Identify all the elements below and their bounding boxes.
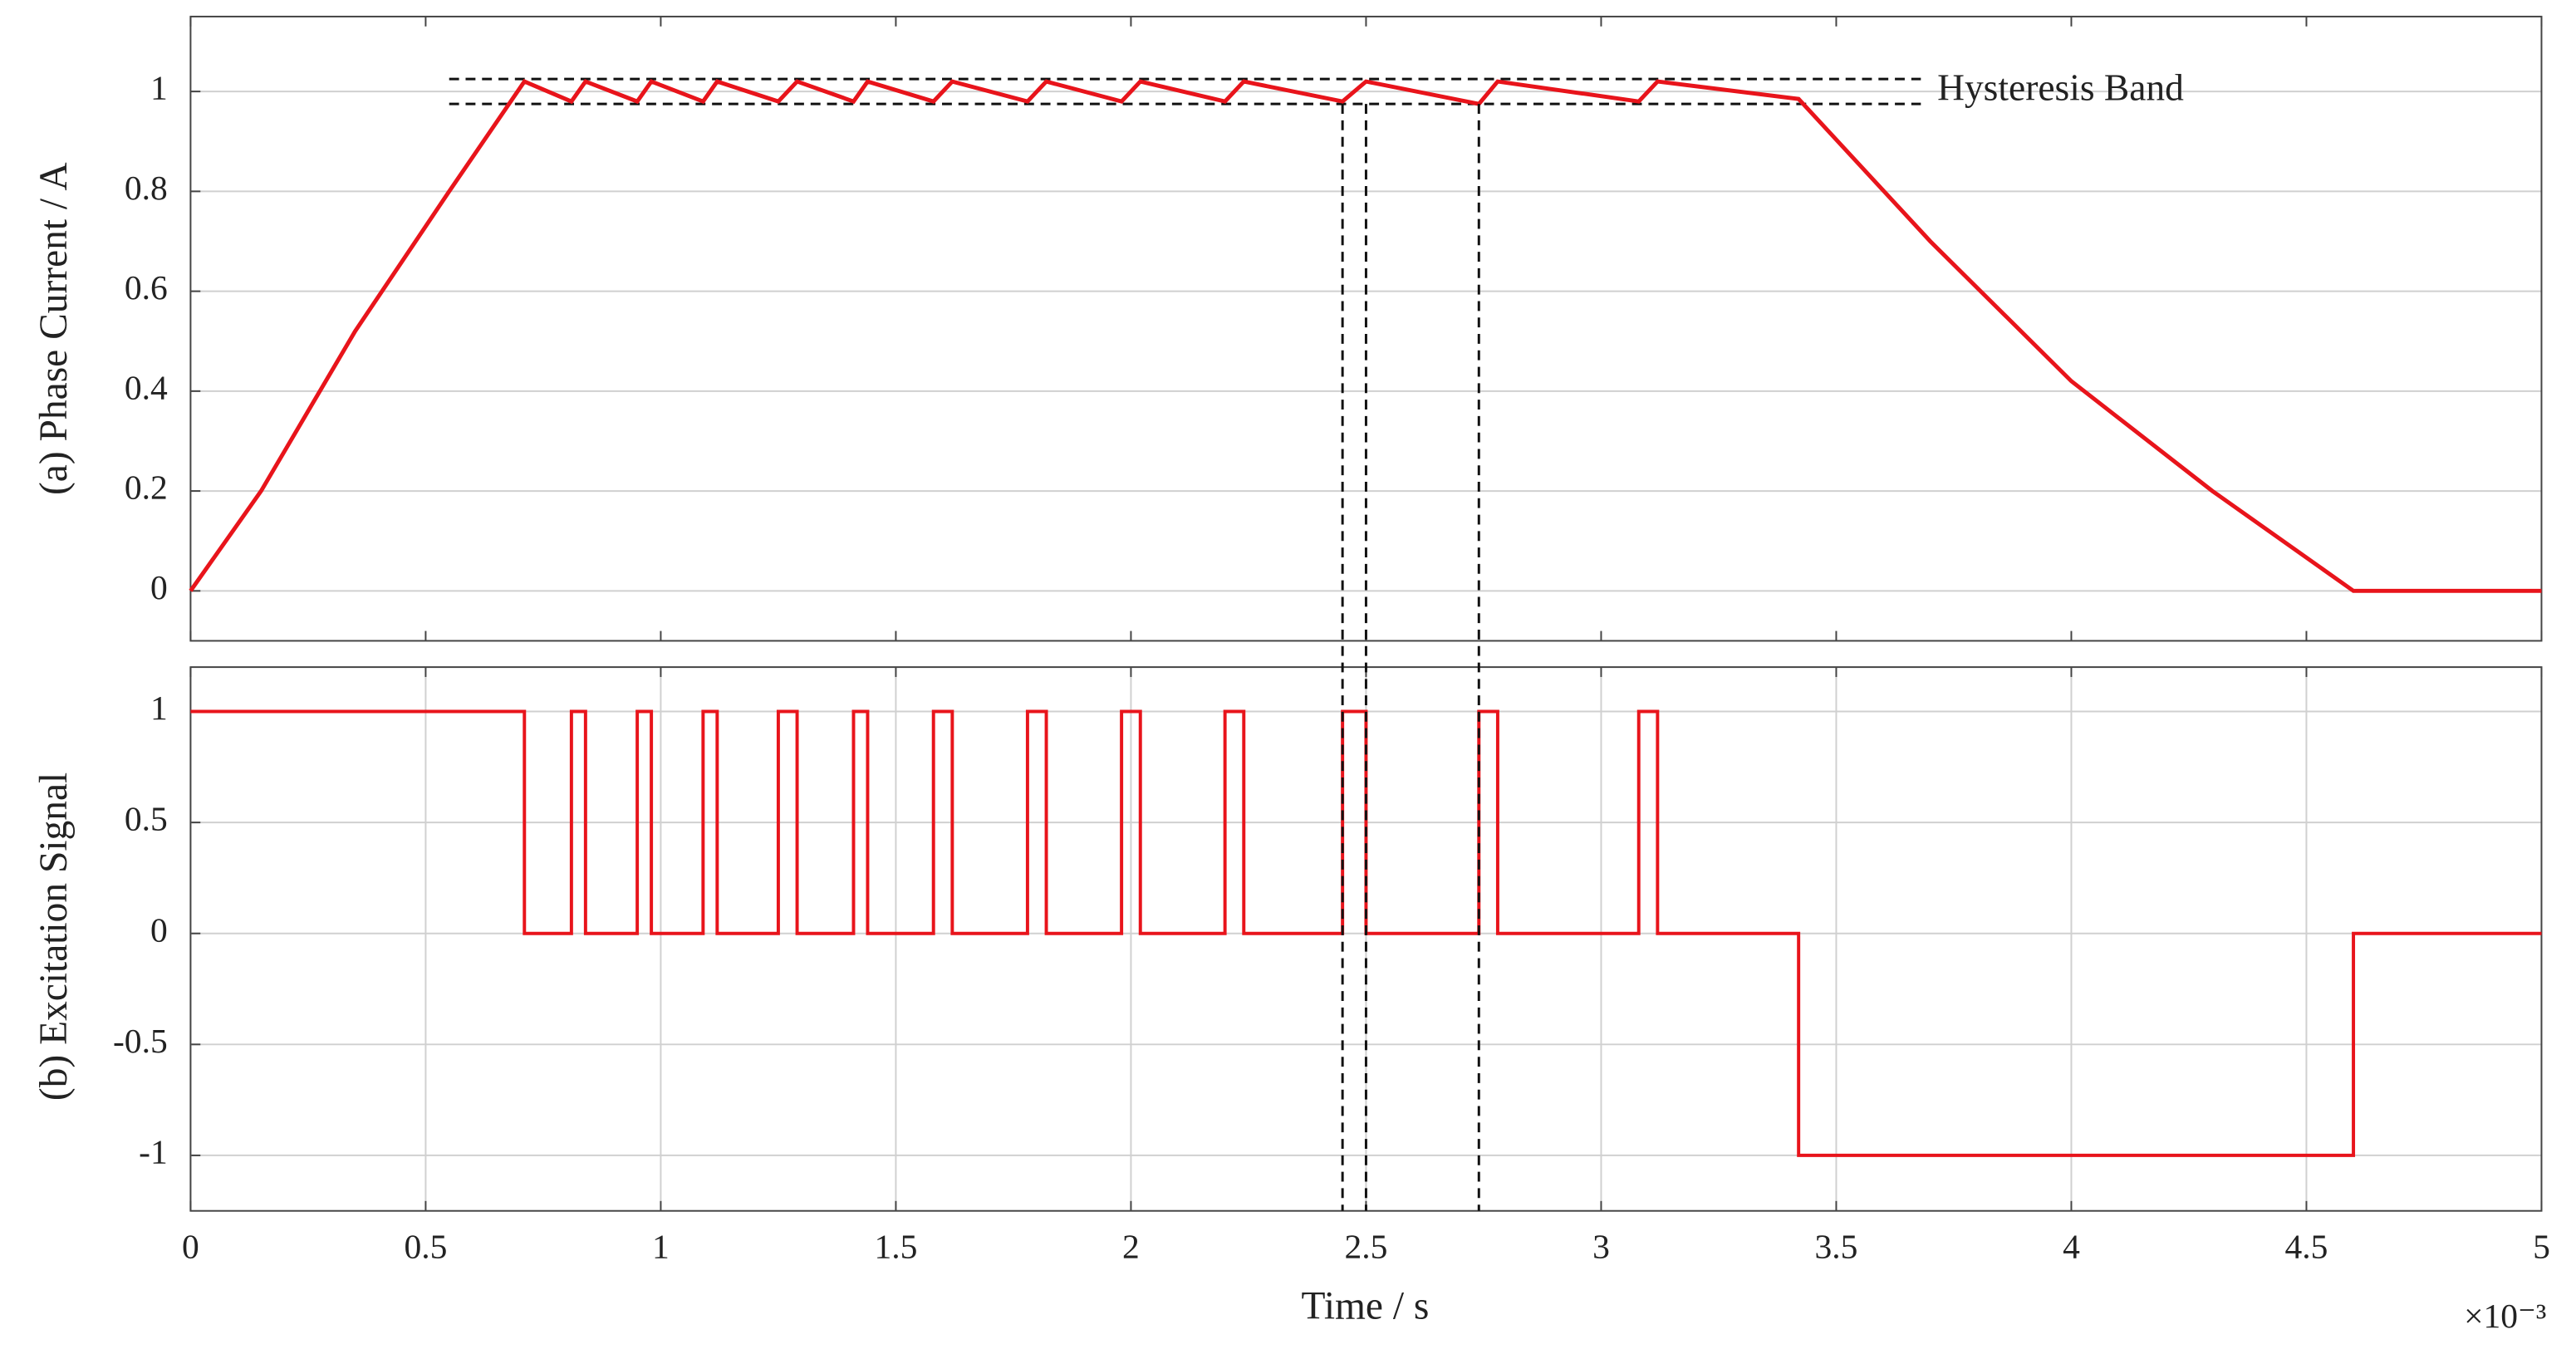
y-tick-label: 0	[150, 568, 168, 606]
y-tick-label: 0.6	[125, 268, 168, 307]
x-multiplier: ×10⁻³	[2464, 1297, 2546, 1335]
y-tick-label: 0.8	[125, 169, 168, 207]
series-line	[190, 709, 2542, 1157]
y-tick-label: 1	[150, 69, 168, 107]
x-tick-label: 4.5	[2285, 1228, 2328, 1266]
x-tick-label: 3	[1592, 1228, 1610, 1266]
x-tick-label: 4	[2063, 1228, 2080, 1266]
x-tick-label: 5	[2533, 1228, 2550, 1266]
y-axis-title: (b) Excitation Signal	[32, 773, 76, 1101]
x-tick-label: 0	[182, 1228, 199, 1266]
x-tick-label: 0.5	[404, 1228, 447, 1266]
y-tick-label: 1	[150, 689, 168, 727]
y-tick-label: -1	[139, 1132, 168, 1170]
x-tick-label: 1.5	[874, 1228, 917, 1266]
y-axis-title: (a) Phase Current / A	[32, 162, 76, 495]
x-tick-label: 2.5	[1344, 1228, 1387, 1266]
series-line	[189, 79, 2542, 593]
y-tick-label: -0.5	[113, 1022, 168, 1060]
y-tick-label: 0.4	[125, 368, 168, 406]
axes-frame	[189, 15, 2543, 642]
x-axis-title: Time / s	[1302, 1284, 1430, 1327]
annotation: Hysteresis Band	[1937, 66, 2184, 109]
x-tick-label: 3.5	[1814, 1228, 1857, 1266]
y-tick-label: 0.5	[125, 800, 168, 838]
x-tick-label: 1	[652, 1228, 670, 1266]
y-tick-label: 0	[150, 910, 168, 949]
x-tick-label: 2	[1122, 1228, 1140, 1266]
y-tick-label: 0.2	[125, 468, 168, 507]
